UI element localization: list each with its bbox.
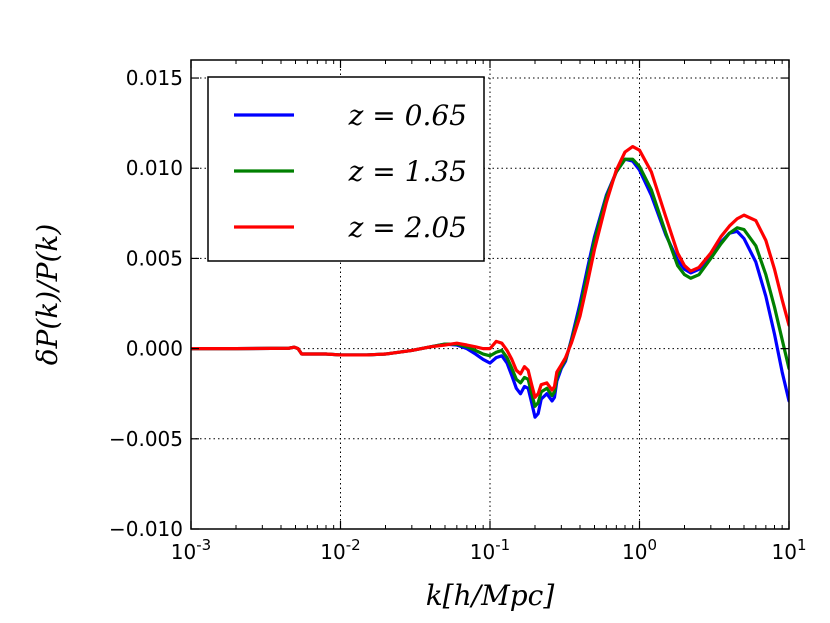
legend-label: z = 2.05 — [348, 211, 467, 244]
x-tick-label: 10-2 — [320, 536, 360, 564]
x-tick-labels: 10-3 10-2 10-1 100 101 — [171, 536, 807, 564]
y-tick-label: −0.005 — [109, 427, 183, 451]
y-tick-labels: −0.010 −0.005 0.000 0.005 0.010 0.015 — [109, 66, 183, 541]
y-tick-label: 0.005 — [126, 246, 183, 270]
series-layer — [191, 144, 789, 419]
x-tick-label: 100 — [622, 536, 657, 564]
legend: z = 0.65 z = 1.35 z = 2.05 — [207, 76, 485, 262]
legend-box — [207, 76, 485, 262]
x-tick-label: 101 — [772, 536, 807, 564]
x-tick-label: 10-1 — [470, 536, 510, 564]
y-tick-label: 0.010 — [126, 156, 183, 180]
legend-label: z = 1.35 — [348, 155, 467, 188]
series-line-3 — [191, 144, 789, 399]
x-axis-label: k[h/Mpc] — [426, 579, 555, 612]
legend-label: z = 0.65 — [348, 99, 467, 132]
y-axis-label: δP(k)/P(k) — [31, 224, 64, 366]
y-tick-label: 0.015 — [126, 66, 183, 90]
ticks-layer — [190, 60, 790, 530]
y-tick-label: 0.000 — [126, 337, 183, 361]
x-tick-label: 10-3 — [171, 536, 211, 564]
y-tick-label: −0.010 — [109, 517, 183, 541]
